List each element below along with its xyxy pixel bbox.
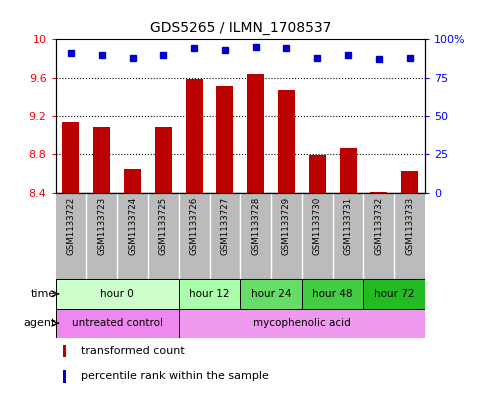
Bar <box>302 279 364 309</box>
Bar <box>216 86 233 193</box>
Bar <box>179 309 425 338</box>
Bar <box>364 279 425 309</box>
Title: GDS5265 / ILMN_1708537: GDS5265 / ILMN_1708537 <box>150 22 331 35</box>
Bar <box>62 122 79 193</box>
Text: GSM1133726: GSM1133726 <box>190 197 199 255</box>
Text: GSM1133724: GSM1133724 <box>128 197 137 255</box>
Bar <box>63 370 66 383</box>
Text: time: time <box>30 289 56 299</box>
Text: percentile rank within the sample: percentile rank within the sample <box>82 371 270 381</box>
Text: GSM1133731: GSM1133731 <box>343 197 353 255</box>
Text: GSM1133725: GSM1133725 <box>159 197 168 255</box>
Bar <box>370 192 387 193</box>
Bar <box>309 155 326 193</box>
Bar <box>179 279 240 309</box>
Text: GSM1133728: GSM1133728 <box>251 197 260 255</box>
Text: hour 72: hour 72 <box>374 289 414 299</box>
Text: hour 24: hour 24 <box>251 289 291 299</box>
Text: hour 48: hour 48 <box>313 289 353 299</box>
Text: hour 12: hour 12 <box>189 289 230 299</box>
Text: transformed count: transformed count <box>82 346 185 356</box>
Bar <box>185 79 202 193</box>
Bar <box>278 90 295 193</box>
Text: GSM1133730: GSM1133730 <box>313 197 322 255</box>
Text: agent: agent <box>23 318 56 328</box>
Text: GSM1133727: GSM1133727 <box>220 197 229 255</box>
Bar <box>56 279 179 309</box>
Bar <box>340 147 356 193</box>
Text: GSM1133722: GSM1133722 <box>67 197 75 255</box>
Text: hour 0: hour 0 <box>100 289 134 299</box>
Text: mycophenolic acid: mycophenolic acid <box>253 318 351 328</box>
Bar <box>401 171 418 193</box>
Text: GSM1133729: GSM1133729 <box>282 197 291 255</box>
Bar <box>155 127 172 193</box>
Bar <box>247 74 264 193</box>
Bar <box>124 169 141 193</box>
Text: GSM1133732: GSM1133732 <box>374 197 384 255</box>
Bar <box>63 345 66 357</box>
Bar <box>56 309 179 338</box>
Text: untreated control: untreated control <box>71 318 163 328</box>
Text: GSM1133723: GSM1133723 <box>97 197 106 255</box>
Text: GSM1133733: GSM1133733 <box>405 197 414 255</box>
Bar <box>240 279 302 309</box>
Bar <box>93 127 110 193</box>
